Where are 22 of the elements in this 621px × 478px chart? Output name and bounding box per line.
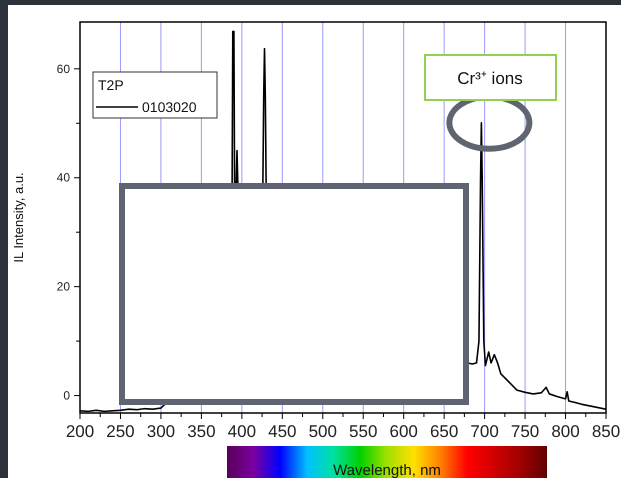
x-tick-label: 550	[349, 422, 378, 441]
y-tick-label: 40	[56, 170, 70, 185]
x-tick-label: 600	[390, 422, 418, 441]
legend-title: T2P	[98, 77, 124, 93]
x-tick-label: 500	[308, 422, 337, 441]
x-tick-label: 650	[430, 422, 458, 441]
y-tick-label: 60	[56, 62, 70, 76]
legend-label: 0103020	[142, 99, 197, 115]
x-tick-label: 750	[510, 422, 540, 441]
x-tick-label: 350	[187, 422, 216, 441]
y-axis-title: IL Intensity, a.u.	[11, 172, 26, 263]
x-tick-label: 450	[268, 422, 296, 441]
x-tick-label: 250	[106, 422, 135, 441]
y-tick-label: 20	[56, 280, 70, 294]
x-tick-label: 800	[551, 422, 580, 441]
x-tick-label: 700	[470, 422, 499, 441]
x-tick-label: 200	[66, 422, 94, 441]
x-tick-label: 850	[592, 422, 620, 441]
annotation: Cr³⁺ ions	[457, 69, 523, 88]
y-tick-label: 0	[63, 388, 70, 403]
x-tick-label: 300	[146, 422, 176, 441]
x-tick-label: 400	[228, 422, 256, 441]
